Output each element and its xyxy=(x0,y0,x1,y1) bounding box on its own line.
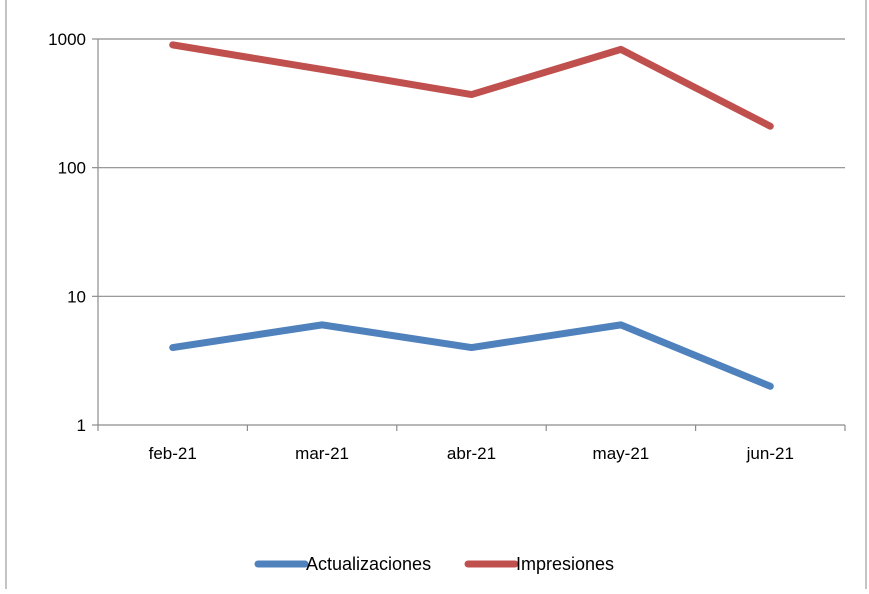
x-tick-label: mar-21 xyxy=(295,444,349,463)
series-line xyxy=(169,41,774,130)
y-tick-label: 1000 xyxy=(48,30,86,49)
legend: Actualizaciones Impresiones xyxy=(254,554,614,574)
y-axis-ticks: 1 10 100 1000 xyxy=(48,30,98,435)
x-tick-label: jun-21 xyxy=(746,444,794,463)
gridlines xyxy=(98,38,845,297)
x-tick-label: may-21 xyxy=(593,444,650,463)
axes xyxy=(97,39,845,426)
y-tick-label: 1 xyxy=(77,416,86,435)
series-lines xyxy=(169,41,774,390)
x-tick-label: abr-21 xyxy=(447,444,496,463)
y-tick-label: 10 xyxy=(67,287,86,306)
series-line xyxy=(169,321,774,390)
x-axis-ticks: feb-21 mar-21 abr-21 may-21 jun-21 xyxy=(97,425,846,463)
legend-label: Actualizaciones xyxy=(306,554,431,574)
y-tick-label: 100 xyxy=(58,159,86,178)
legend-label: Impresiones xyxy=(516,554,614,574)
x-tick-label: feb-21 xyxy=(149,444,197,463)
